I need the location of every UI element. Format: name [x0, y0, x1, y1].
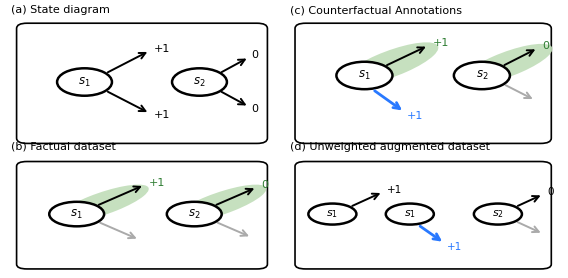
Text: (d) Unweighted augmented dataset: (d) Unweighted augmented dataset: [290, 142, 490, 152]
Text: +1: +1: [154, 44, 170, 54]
Text: 0: 0: [261, 180, 268, 190]
Text: +1: +1: [447, 242, 462, 252]
Ellipse shape: [174, 185, 266, 222]
Circle shape: [386, 203, 434, 225]
Text: (c) Counterfactual Annotations: (c) Counterfactual Annotations: [290, 5, 462, 15]
Circle shape: [308, 203, 357, 225]
Ellipse shape: [462, 44, 553, 85]
Text: $s_1$: $s_1$: [404, 208, 416, 220]
Text: +1: +1: [149, 178, 165, 188]
Text: 0: 0: [542, 41, 549, 51]
Ellipse shape: [57, 185, 149, 222]
Text: +1: +1: [432, 38, 449, 48]
Text: $s_2$: $s_2$: [475, 69, 488, 82]
Text: $s_1$: $s_1$: [70, 207, 83, 221]
Circle shape: [49, 202, 104, 226]
FancyBboxPatch shape: [16, 23, 268, 143]
FancyBboxPatch shape: [295, 23, 552, 143]
Text: $s_2$: $s_2$: [188, 207, 201, 221]
Text: 0: 0: [252, 50, 259, 60]
Text: +1: +1: [387, 185, 402, 195]
Text: +1: +1: [407, 111, 424, 121]
Text: (b) Factual dataset: (b) Factual dataset: [11, 142, 116, 152]
Text: +1: +1: [154, 110, 170, 120]
Text: $s_2$: $s_2$: [492, 208, 504, 220]
Circle shape: [336, 62, 392, 89]
FancyBboxPatch shape: [16, 162, 268, 269]
Text: $s_1$: $s_1$: [327, 208, 339, 220]
Text: (a) State diagram: (a) State diagram: [11, 5, 110, 15]
Circle shape: [172, 68, 227, 96]
Text: 0: 0: [252, 105, 259, 115]
Text: 0: 0: [548, 187, 554, 197]
Text: $s_1$: $s_1$: [78, 75, 91, 89]
Circle shape: [454, 62, 510, 89]
Circle shape: [57, 68, 112, 96]
Circle shape: [474, 203, 522, 225]
Text: $s_2$: $s_2$: [193, 75, 206, 89]
Text: $s_1$: $s_1$: [358, 69, 371, 82]
Circle shape: [167, 202, 222, 226]
FancyBboxPatch shape: [295, 162, 552, 269]
Ellipse shape: [344, 42, 438, 85]
